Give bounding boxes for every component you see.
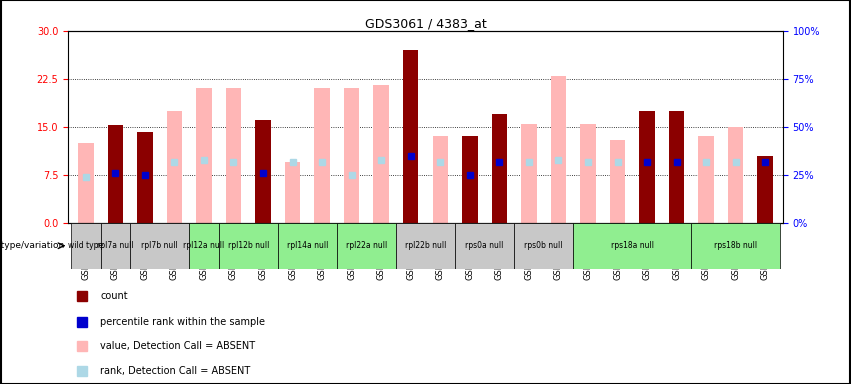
FancyBboxPatch shape xyxy=(574,223,691,269)
Bar xyxy=(639,111,654,223)
FancyBboxPatch shape xyxy=(189,223,219,269)
Text: count: count xyxy=(100,291,128,301)
Bar xyxy=(403,50,419,223)
Bar xyxy=(107,125,123,223)
Text: rps0a null: rps0a null xyxy=(465,241,504,250)
Text: rpl7a null: rpl7a null xyxy=(97,241,134,250)
Text: rpl22b null: rpl22b null xyxy=(405,241,446,250)
FancyBboxPatch shape xyxy=(514,223,574,269)
Bar xyxy=(432,136,448,223)
FancyBboxPatch shape xyxy=(277,223,337,269)
Bar xyxy=(492,114,507,223)
Bar xyxy=(285,162,300,223)
Bar xyxy=(669,111,684,223)
Bar xyxy=(728,127,744,223)
Bar xyxy=(255,120,271,223)
Text: rpl14a null: rpl14a null xyxy=(287,241,328,250)
Text: rps0b null: rps0b null xyxy=(524,241,563,250)
Bar xyxy=(699,136,714,223)
Text: wild type: wild type xyxy=(68,241,103,250)
FancyBboxPatch shape xyxy=(100,223,130,269)
Bar xyxy=(137,132,152,223)
Text: percentile rank within the sample: percentile rank within the sample xyxy=(100,317,266,327)
Text: genotype/variation: genotype/variation xyxy=(0,241,65,250)
Text: rpl12b null: rpl12b null xyxy=(227,241,269,250)
FancyBboxPatch shape xyxy=(219,223,277,269)
Bar xyxy=(314,88,330,223)
Bar xyxy=(344,88,359,223)
Text: rpl12a null: rpl12a null xyxy=(183,241,225,250)
FancyBboxPatch shape xyxy=(337,223,396,269)
Text: rps18b null: rps18b null xyxy=(714,241,757,250)
Text: value, Detection Call = ABSENT: value, Detection Call = ABSENT xyxy=(100,341,255,351)
FancyBboxPatch shape xyxy=(71,223,100,269)
Bar xyxy=(610,139,625,223)
Bar xyxy=(78,143,94,223)
Bar xyxy=(226,88,241,223)
FancyBboxPatch shape xyxy=(130,223,189,269)
Bar xyxy=(197,88,212,223)
FancyBboxPatch shape xyxy=(691,223,780,269)
Title: GDS3061 / 4383_at: GDS3061 / 4383_at xyxy=(364,17,487,30)
Bar xyxy=(757,156,773,223)
Bar xyxy=(374,85,389,223)
Bar xyxy=(167,111,182,223)
FancyBboxPatch shape xyxy=(396,223,455,269)
Text: rank, Detection Call = ABSENT: rank, Detection Call = ABSENT xyxy=(100,366,250,376)
Bar xyxy=(551,76,566,223)
Text: rpl7b null: rpl7b null xyxy=(141,241,178,250)
Text: rps18a null: rps18a null xyxy=(611,241,654,250)
Bar xyxy=(580,124,596,223)
Text: rpl22a null: rpl22a null xyxy=(346,241,387,250)
Bar xyxy=(521,124,537,223)
FancyBboxPatch shape xyxy=(455,223,514,269)
Bar xyxy=(462,136,477,223)
